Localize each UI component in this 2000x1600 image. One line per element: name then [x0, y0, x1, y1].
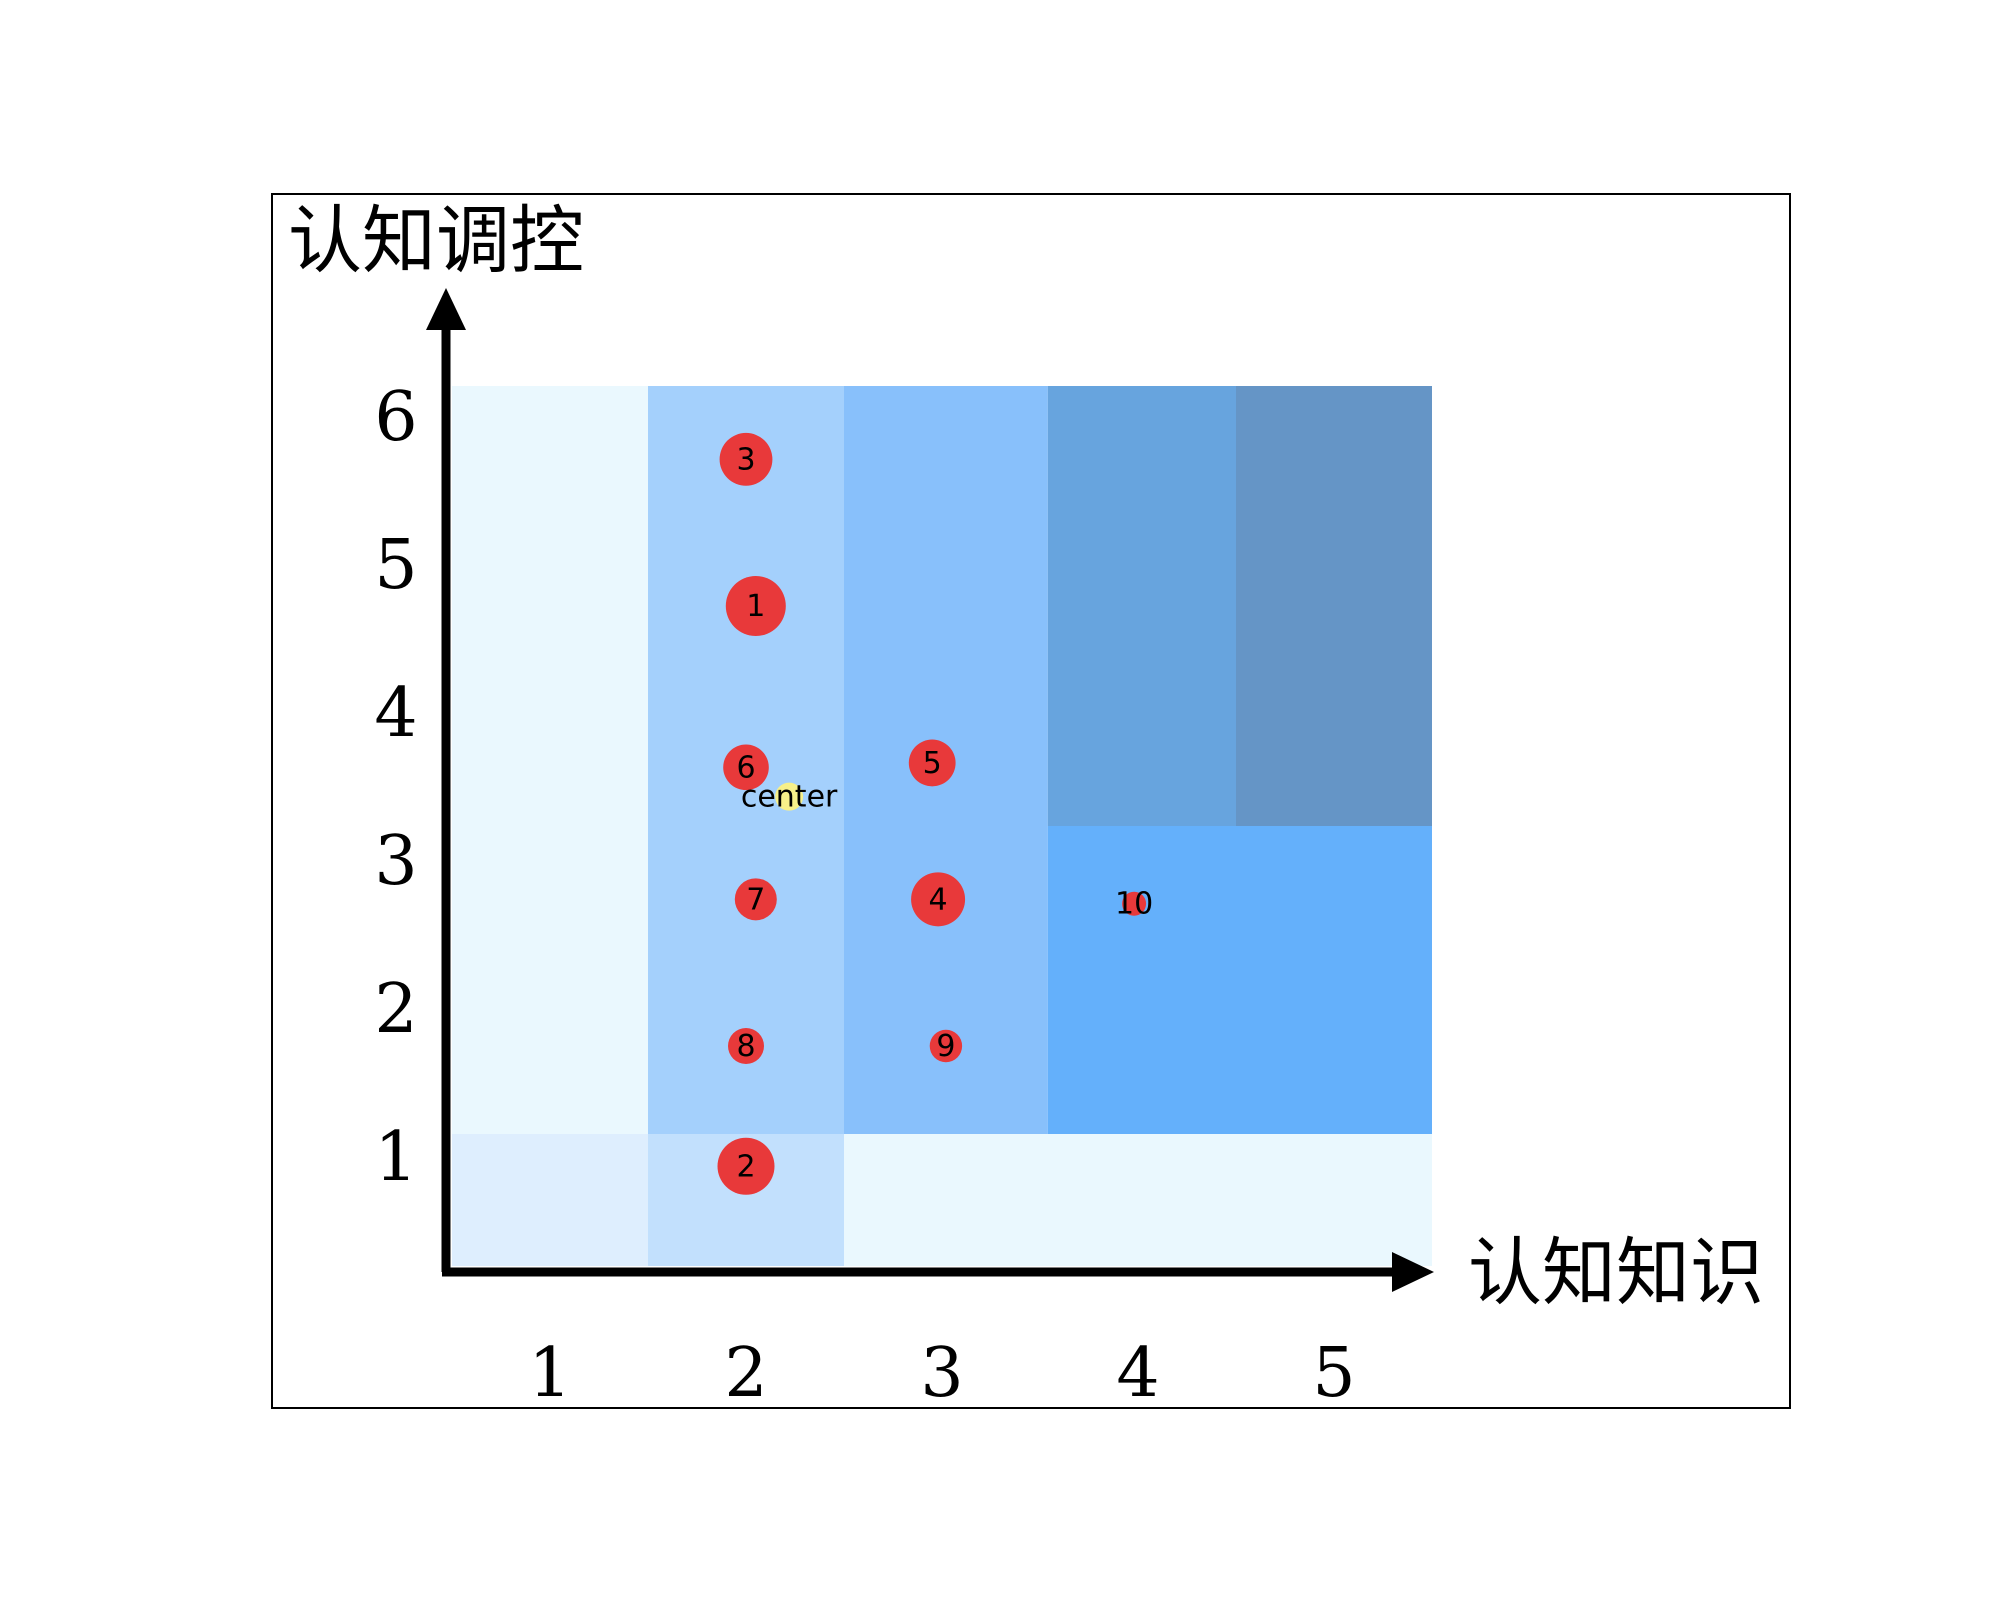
background-region-7	[1047, 826, 1432, 1134]
y-axis-title: 认知调控	[288, 198, 584, 284]
y-tick-label: 2	[374, 970, 417, 1049]
point-marker	[728, 1028, 764, 1064]
x-tick-label: 2	[724, 1334, 767, 1413]
y-tick-label: 6	[374, 378, 417, 457]
background-region-8	[1047, 386, 1236, 826]
point-marker	[929, 1029, 963, 1063]
x-tick-label: 3	[920, 1334, 963, 1413]
x-tick-label: 4	[1116, 1334, 1159, 1413]
axes	[426, 288, 1434, 1292]
point-marker	[723, 744, 769, 791]
point-label: 3	[736, 442, 755, 477]
background-region-1	[452, 1134, 648, 1266]
point-label: 8	[736, 1029, 755, 1064]
y-tick-label: 1	[374, 1118, 417, 1197]
y-tick-label: 5	[374, 526, 417, 605]
point-marker	[908, 739, 956, 787]
background-region-9	[1236, 386, 1432, 826]
point-label: 5	[923, 746, 942, 781]
center-label: center	[741, 780, 838, 815]
y-tick-label: 4	[374, 674, 417, 753]
data-points: 1 2 3 4 5 6 7 8 9 10	[717, 432, 1153, 1195]
point-marker	[1122, 891, 1147, 916]
x-axis-title: 认知知识	[1468, 1230, 1764, 1316]
point-marker	[719, 432, 773, 486]
x-tick-label: 5	[1312, 1334, 1355, 1413]
point-label: 6	[736, 750, 755, 785]
point-label: 4	[929, 882, 948, 917]
chart-frame	[271, 193, 1791, 1409]
point-marker	[911, 872, 966, 927]
x-tick-label: 1	[528, 1334, 571, 1413]
center-point	[775, 782, 804, 811]
background-region-3	[844, 1134, 1432, 1266]
point-label: 10	[1115, 887, 1153, 922]
x-tick-labels: 1 2 3 4 5	[528, 1334, 1355, 1413]
point-marker	[717, 1137, 775, 1195]
background-region-4	[452, 386, 648, 1134]
center-marker: center	[741, 780, 838, 815]
y-tick-label: 3	[374, 822, 417, 901]
y-tick-labels: 1 2 3 4 5 6	[374, 378, 417, 1197]
background-regions	[452, 386, 1432, 1266]
y-axis-arrowhead	[426, 288, 466, 330]
point-label: 9	[936, 1029, 955, 1064]
point-label: 2	[736, 1149, 755, 1184]
point-marker	[725, 576, 786, 636]
x-axis-arrowhead	[1392, 1252, 1434, 1292]
point-marker	[734, 878, 777, 921]
point-label: 7	[746, 882, 765, 917]
point-label: 1	[746, 589, 765, 624]
